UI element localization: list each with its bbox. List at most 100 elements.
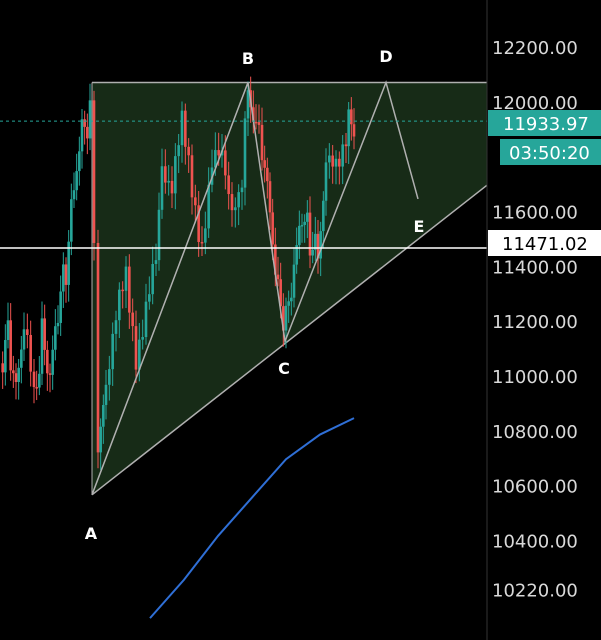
candle-body	[78, 151, 81, 172]
candle-body	[184, 110, 187, 147]
candle-body	[276, 274, 280, 280]
candle-body	[311, 249, 314, 256]
candle-body	[88, 100, 92, 139]
candle-body	[303, 221, 306, 225]
candle-body	[224, 150, 227, 176]
candle-body	[6, 320, 10, 340]
candle-body	[257, 122, 261, 125]
candle-body	[164, 166, 167, 183]
moving-average-line	[149, 417, 355, 619]
candle-body	[237, 192, 240, 208]
countdown-tag: 03:50:20	[500, 139, 601, 165]
candle-body	[260, 124, 264, 161]
candle-body	[347, 109, 350, 147]
candle-body	[274, 244, 277, 275]
candle-body	[254, 121, 258, 124]
candle-body	[12, 370, 15, 374]
candle-body	[344, 144, 348, 147]
y-tick-label: 10800.00	[492, 422, 578, 443]
candle-body	[22, 329, 26, 350]
candle-body	[271, 212, 274, 245]
candle-body	[331, 155, 334, 167]
candle-body	[108, 369, 111, 385]
candlesticks	[1, 76, 356, 471]
candle-body	[284, 305, 288, 331]
candle-body	[9, 320, 12, 371]
candle-body	[300, 224, 304, 227]
candle-body	[194, 197, 197, 206]
candle-body	[217, 150, 220, 156]
candle-body	[322, 200, 325, 232]
candle-body	[138, 339, 141, 370]
candle-body	[131, 312, 134, 327]
candle-body	[338, 158, 341, 167]
candle-body	[35, 387, 38, 389]
candle-body	[200, 241, 204, 244]
candle-body	[72, 190, 76, 200]
candle-body	[48, 373, 52, 375]
current-price-tag: 11933.97	[488, 110, 601, 136]
candle-body	[56, 322, 60, 327]
candle-body	[167, 180, 170, 183]
y-tick-label: 11600.00	[492, 203, 578, 224]
candle-body	[111, 333, 114, 370]
candle-body	[295, 245, 298, 265]
candle-body	[17, 367, 20, 382]
candle-body	[174, 156, 177, 194]
candle-body	[96, 242, 100, 453]
current-price-value: 11933.97	[503, 114, 589, 135]
candle-body	[20, 349, 23, 368]
candle-body	[268, 181, 272, 213]
candle-body	[67, 241, 70, 285]
candle-body	[80, 119, 84, 152]
y-tick-label: 12000.00	[492, 93, 578, 114]
y-tick-label: 11200.00	[492, 312, 578, 333]
candle-body	[154, 260, 158, 264]
candle-body	[38, 373, 41, 388]
support-trendline	[91, 184, 488, 496]
candle-body	[170, 180, 174, 194]
candle-body	[99, 426, 102, 453]
candle-body	[314, 233, 317, 250]
candle-body	[26, 329, 29, 335]
level-tag: 11471.02	[488, 230, 601, 256]
candle-body	[121, 289, 124, 292]
candle-body	[29, 334, 32, 372]
y-tick-label: 11400.00	[492, 257, 578, 278]
candle-body	[177, 145, 180, 157]
candle-body	[324, 162, 328, 201]
candle-body	[352, 124, 356, 137]
candle-body	[316, 233, 320, 259]
candle-body	[43, 318, 46, 350]
candle-body	[4, 339, 7, 373]
candle-body	[157, 209, 161, 261]
candle-body	[92, 100, 96, 243]
candle-body	[151, 263, 154, 295]
y-tick-label: 12400.00	[492, 0, 578, 4]
candle-body	[102, 404, 105, 427]
candle-body	[263, 160, 266, 168]
point-label-a: A	[85, 524, 98, 543]
candle-body	[240, 187, 244, 193]
candle-body	[1, 363, 4, 373]
point-label-c: C	[278, 359, 290, 378]
candle-body	[46, 349, 49, 374]
candle-body	[40, 318, 44, 374]
candle-body	[287, 301, 290, 306]
candle-body	[148, 294, 151, 302]
candle-body	[14, 373, 18, 382]
candle-body	[160, 166, 164, 210]
candle-body	[187, 146, 190, 156]
candle-body	[207, 184, 210, 229]
y-tick-label: 11000.00	[492, 367, 578, 388]
candle-body	[234, 207, 237, 211]
pattern-ab-leg	[91, 82, 249, 495]
candle-body	[64, 264, 68, 285]
point-label-d: D	[379, 47, 392, 66]
candle-body	[306, 212, 309, 222]
candle-body	[266, 167, 269, 182]
countdown-value: 03:50:20	[509, 143, 590, 164]
candle-body	[292, 264, 296, 298]
candle-body	[104, 384, 108, 405]
candle-body	[141, 337, 144, 340]
